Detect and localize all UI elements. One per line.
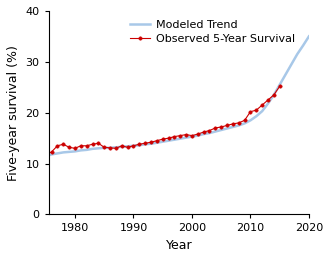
Modeled Trend — [254, 115, 258, 118]
Modeled Trend — [243, 122, 247, 125]
Modeled Trend — [301, 44, 305, 47]
Observed 5-Year Survival — [219, 125, 223, 128]
Observed 5-Year Survival — [61, 143, 65, 146]
Observed 5-Year Survival — [102, 146, 106, 149]
Modeled Trend — [131, 144, 135, 147]
Modeled Trend — [219, 128, 223, 132]
Modeled Trend — [260, 110, 264, 113]
Modeled Trend — [73, 150, 77, 153]
Observed 5-Year Survival — [243, 119, 247, 122]
Modeled Trend — [114, 146, 118, 149]
Observed 5-Year Survival — [167, 136, 171, 140]
Observed 5-Year Survival — [120, 144, 124, 147]
Observed 5-Year Survival — [131, 144, 135, 147]
Modeled Trend — [155, 141, 159, 144]
Y-axis label: Five-year survival (%): Five-year survival (%) — [7, 45, 20, 181]
Observed 5-Year Survival — [108, 146, 112, 149]
Observed 5-Year Survival — [272, 93, 276, 96]
Observed 5-Year Survival — [149, 141, 153, 144]
Modeled Trend — [237, 124, 241, 127]
Observed 5-Year Survival — [214, 126, 217, 130]
Observed 5-Year Survival — [190, 134, 194, 137]
Modeled Trend — [283, 73, 287, 76]
Modeled Trend — [137, 144, 141, 147]
Modeled Trend — [167, 139, 171, 142]
Observed 5-Year Survival — [178, 134, 182, 137]
Modeled Trend — [126, 145, 130, 148]
Observed 5-Year Survival — [248, 110, 252, 113]
Modeled Trend — [208, 132, 212, 135]
Modeled Trend — [248, 119, 252, 122]
Modeled Trend — [161, 140, 165, 143]
Observed 5-Year Survival — [55, 144, 59, 147]
Modeled Trend — [295, 53, 299, 56]
Observed 5-Year Survival — [96, 142, 100, 145]
Modeled Trend — [214, 130, 217, 133]
Modeled Trend — [55, 152, 59, 155]
Modeled Trend — [50, 153, 53, 156]
Modeled Trend — [79, 149, 83, 152]
Modeled Trend — [178, 137, 182, 140]
Modeled Trend — [289, 63, 293, 66]
Observed 5-Year Survival — [161, 138, 165, 141]
Observed 5-Year Survival — [85, 144, 89, 147]
Modeled Trend — [225, 127, 229, 130]
Observed 5-Year Survival — [231, 122, 235, 125]
Modeled Trend — [102, 146, 106, 149]
Modeled Trend — [184, 136, 188, 139]
Modeled Trend — [266, 102, 270, 105]
Modeled Trend — [202, 133, 206, 136]
Observed 5-Year Survival — [114, 147, 118, 150]
Observed 5-Year Survival — [44, 153, 48, 156]
Observed 5-Year Survival — [208, 129, 212, 132]
Observed 5-Year Survival — [155, 139, 159, 142]
Modeled Trend — [307, 35, 311, 38]
Observed 5-Year Survival — [50, 150, 53, 153]
Observed 5-Year Survival — [184, 133, 188, 136]
Modeled Trend — [85, 148, 89, 152]
Line: Observed 5-Year Survival: Observed 5-Year Survival — [44, 84, 281, 157]
Observed 5-Year Survival — [172, 135, 176, 138]
Observed 5-Year Survival — [73, 147, 77, 150]
Observed 5-Year Survival — [278, 85, 282, 88]
Observed 5-Year Survival — [260, 104, 264, 107]
Line: Modeled Trend: Modeled Trend — [46, 36, 309, 156]
Observed 5-Year Survival — [237, 121, 241, 124]
Modeled Trend — [96, 147, 100, 150]
Observed 5-Year Survival — [202, 131, 206, 134]
Observed 5-Year Survival — [143, 142, 147, 145]
Modeled Trend — [143, 143, 147, 146]
X-axis label: Year: Year — [165, 239, 192, 252]
Observed 5-Year Survival — [137, 143, 141, 146]
Observed 5-Year Survival — [67, 146, 71, 149]
Modeled Trend — [120, 145, 124, 148]
Modeled Trend — [90, 147, 94, 150]
Observed 5-Year Survival — [225, 124, 229, 127]
Modeled Trend — [196, 134, 200, 137]
Observed 5-Year Survival — [126, 146, 130, 149]
Observed 5-Year Survival — [196, 133, 200, 136]
Modeled Trend — [108, 146, 112, 149]
Modeled Trend — [278, 83, 282, 86]
Modeled Trend — [272, 93, 276, 96]
Modeled Trend — [190, 135, 194, 138]
Modeled Trend — [61, 151, 65, 154]
Modeled Trend — [44, 154, 48, 157]
Observed 5-Year Survival — [79, 144, 83, 147]
Legend: Modeled Trend, Observed 5-Year Survival: Modeled Trend, Observed 5-Year Survival — [127, 17, 298, 48]
Observed 5-Year Survival — [266, 98, 270, 102]
Modeled Trend — [149, 142, 153, 145]
Modeled Trend — [172, 138, 176, 141]
Observed 5-Year Survival — [90, 143, 94, 146]
Modeled Trend — [231, 125, 235, 128]
Modeled Trend — [67, 150, 71, 153]
Observed 5-Year Survival — [254, 109, 258, 112]
